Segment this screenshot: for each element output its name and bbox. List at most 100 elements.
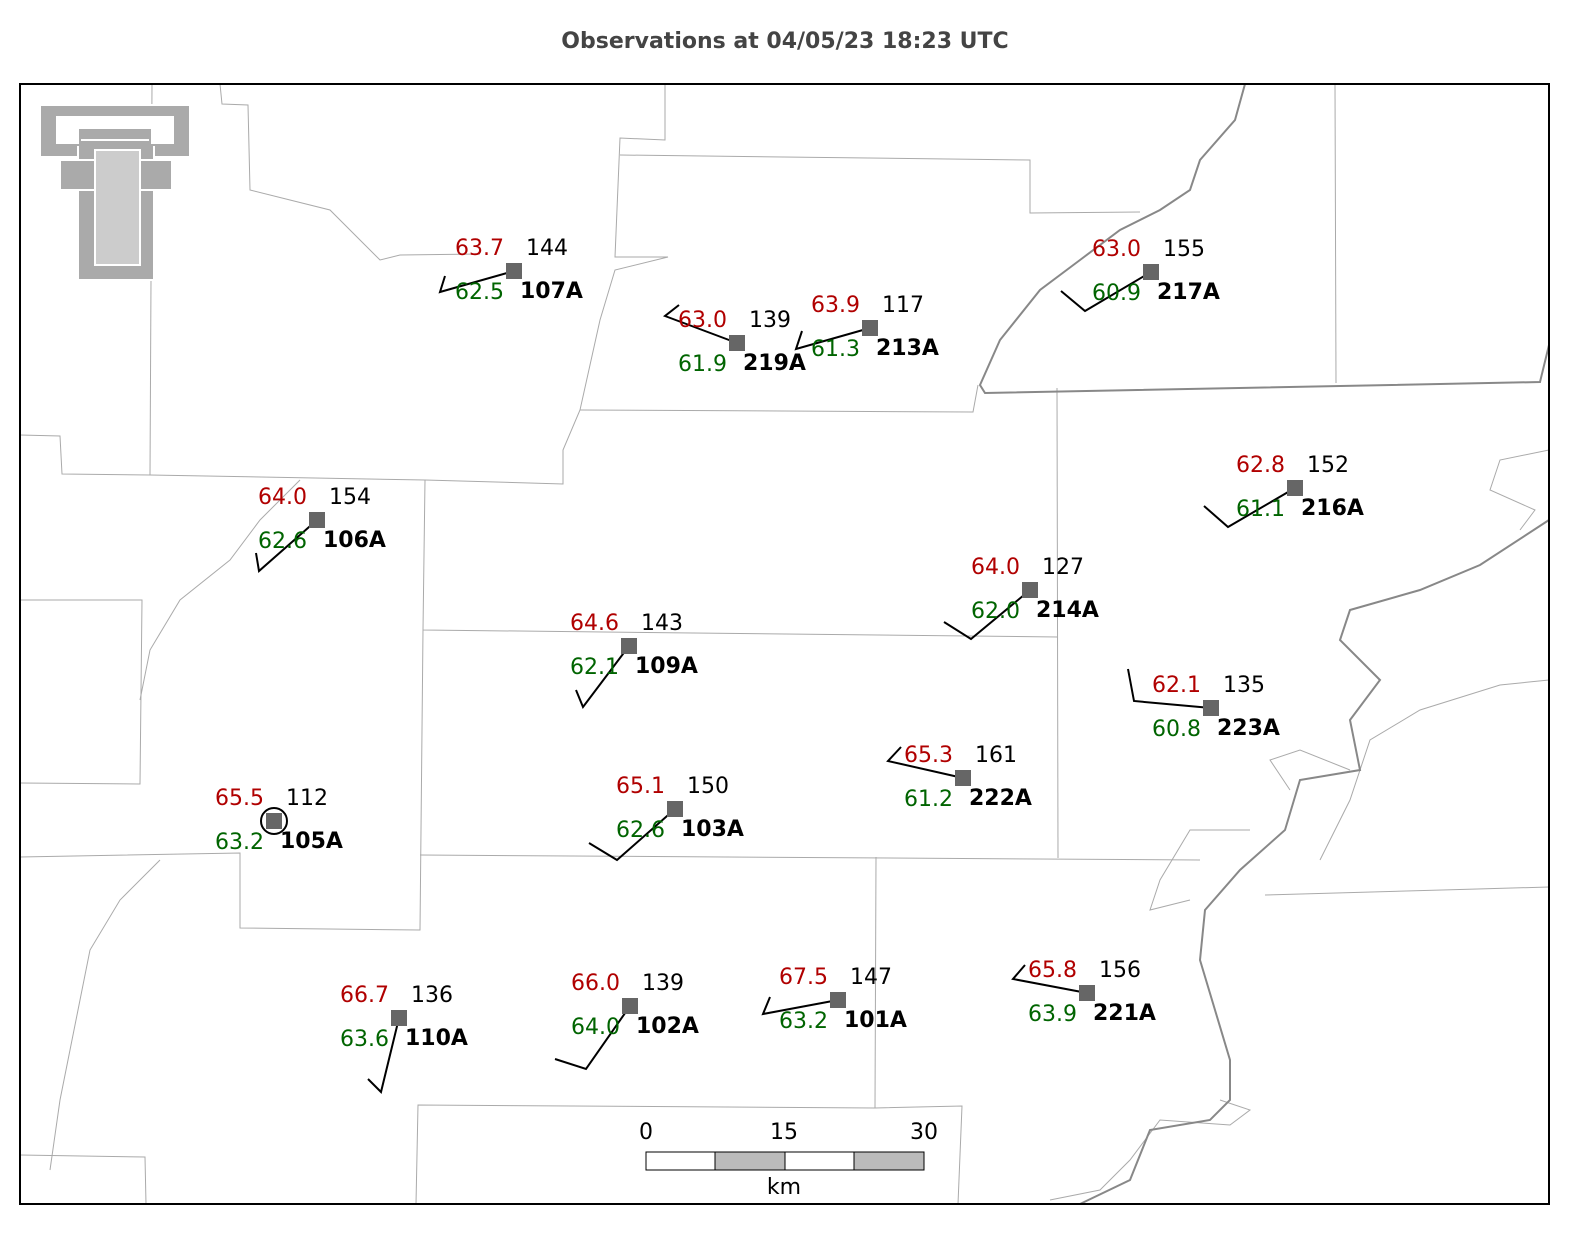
dewpoint: 61.9 <box>678 352 727 377</box>
temperature: 63.0 <box>678 308 727 333</box>
station-id: 109A <box>635 654 698 679</box>
pressure: 154 <box>329 485 371 510</box>
temperature: 65.5 <box>215 786 264 811</box>
temperature: 64.0 <box>258 485 307 510</box>
scale-bar <box>645 1151 925 1171</box>
station-marker <box>391 1010 407 1026</box>
dewpoint: 61.2 <box>904 787 953 812</box>
station-id: 101A <box>844 1008 907 1033</box>
station-id: 107A <box>520 279 583 304</box>
dewpoint: 60.9 <box>1092 281 1141 306</box>
map-frame <box>19 83 1550 1205</box>
dewpoint: 60.8 <box>1152 717 1201 742</box>
station-marker <box>622 998 638 1014</box>
dewpoint: 62.5 <box>455 280 504 305</box>
temperature: 62.1 <box>1152 673 1201 698</box>
pressure: 127 <box>1042 555 1084 580</box>
pressure: 143 <box>641 611 683 636</box>
wind-barb <box>1127 668 1212 709</box>
pressure: 155 <box>1163 237 1205 262</box>
dewpoint: 63.9 <box>1028 1002 1077 1027</box>
scale-label: 0 <box>639 1120 653 1145</box>
dewpoint: 62.6 <box>616 818 665 843</box>
station-marker <box>830 992 846 1008</box>
dewpoint: 64.0 <box>571 1015 620 1040</box>
station-id: 216A <box>1301 496 1364 521</box>
temperature: 65.3 <box>904 743 953 768</box>
station-marker <box>955 770 971 786</box>
pressure: 144 <box>526 236 568 261</box>
wind-barb <box>943 589 1031 641</box>
temperature: 67.5 <box>779 965 828 990</box>
pressure: 136 <box>411 983 453 1008</box>
station-id: 223A <box>1217 716 1280 741</box>
pressure: 152 <box>1307 453 1349 478</box>
station-marker <box>1287 480 1303 496</box>
temperature: 66.7 <box>340 983 389 1008</box>
wind-barb <box>575 645 630 710</box>
temperature: 63.9 <box>811 293 860 318</box>
station-marker <box>729 335 745 351</box>
wind-barb <box>367 1017 400 1094</box>
temperature: 63.7 <box>455 236 504 261</box>
dewpoint: 62.1 <box>570 655 619 680</box>
temperature: 66.0 <box>571 971 620 996</box>
temperature: 64.0 <box>971 555 1020 580</box>
station-marker <box>1203 700 1219 716</box>
wind-barb <box>761 996 839 1016</box>
wind-barb <box>438 270 515 294</box>
dewpoint: 63.2 <box>215 830 264 855</box>
title: Observations at 04/05/23 18:23 UTC <box>561 29 1008 54</box>
wind-barb <box>1060 271 1152 313</box>
station-marker <box>506 263 522 279</box>
logo <box>39 104 191 281</box>
pressure: 147 <box>850 965 892 990</box>
dewpoint: 61.3 <box>811 337 860 362</box>
temperature: 65.8 <box>1028 958 1077 983</box>
dewpoint: 62.6 <box>258 529 307 554</box>
dewpoint: 63.6 <box>340 1027 389 1052</box>
station-id: 221A <box>1093 1001 1156 1026</box>
station-id: 106A <box>323 528 386 553</box>
station-marker <box>1022 582 1038 598</box>
wind-barb <box>662 304 738 344</box>
pressure: 150 <box>687 774 729 799</box>
wind-barb <box>554 1005 631 1071</box>
station-marker <box>621 638 637 654</box>
map-borders <box>19 83 1550 1205</box>
station-id: 214A <box>1036 598 1099 623</box>
temperature: 64.6 <box>570 611 619 636</box>
temperature: 65.1 <box>616 774 665 799</box>
scale-unit: km <box>767 1175 801 1200</box>
dewpoint: 61.1 <box>1236 497 1285 522</box>
pressure: 139 <box>749 308 791 333</box>
station-id: 110A <box>405 1026 468 1051</box>
station-id: 105A <box>280 829 343 854</box>
wind-barb <box>794 327 871 351</box>
pressure: 135 <box>1223 673 1265 698</box>
temperature: 62.8 <box>1236 453 1285 478</box>
station-marker <box>1143 264 1159 280</box>
wind-barb <box>588 808 676 862</box>
temperature: 63.0 <box>1092 237 1141 262</box>
dewpoint: 62.0 <box>971 599 1020 624</box>
wind-barb <box>1203 487 1296 529</box>
station-id: 102A <box>636 1014 699 1039</box>
dewpoint: 63.2 <box>779 1009 828 1034</box>
station-marker <box>1079 985 1095 1001</box>
pressure: 161 <box>975 743 1017 768</box>
stations: 63.7 144 62.5 107A 63.0 139 61.9 219A 63.9 117 61.… <box>215 236 1364 1094</box>
station-id: 219A <box>743 351 806 376</box>
wind-barb <box>255 519 318 573</box>
station-id: 103A <box>681 817 744 842</box>
wind-barb <box>886 746 964 779</box>
wind-barb <box>1011 964 1088 994</box>
station-marker <box>309 512 325 528</box>
pressure: 156 <box>1099 958 1141 983</box>
station-id: 222A <box>969 786 1032 811</box>
pressure: 112 <box>286 786 328 811</box>
station-marker <box>862 320 878 336</box>
station-id: 217A <box>1157 280 1220 305</box>
station-id: 213A <box>876 336 939 361</box>
